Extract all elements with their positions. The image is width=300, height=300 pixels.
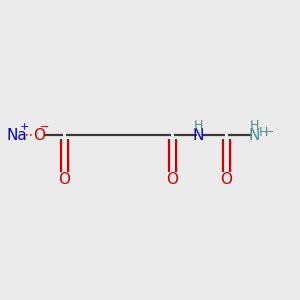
Text: −: − bbox=[40, 122, 50, 132]
Text: O: O bbox=[220, 172, 232, 187]
Text: Na: Na bbox=[6, 128, 27, 142]
Text: +: + bbox=[19, 122, 29, 132]
Text: N: N bbox=[192, 128, 204, 142]
Text: O: O bbox=[167, 172, 178, 187]
Text: N: N bbox=[249, 128, 260, 142]
Text: H: H bbox=[250, 118, 259, 132]
Text: H: H bbox=[259, 125, 268, 139]
Text: H: H bbox=[193, 118, 203, 132]
Text: O: O bbox=[33, 128, 45, 142]
Text: O: O bbox=[58, 172, 70, 187]
Text: −: − bbox=[265, 127, 275, 137]
